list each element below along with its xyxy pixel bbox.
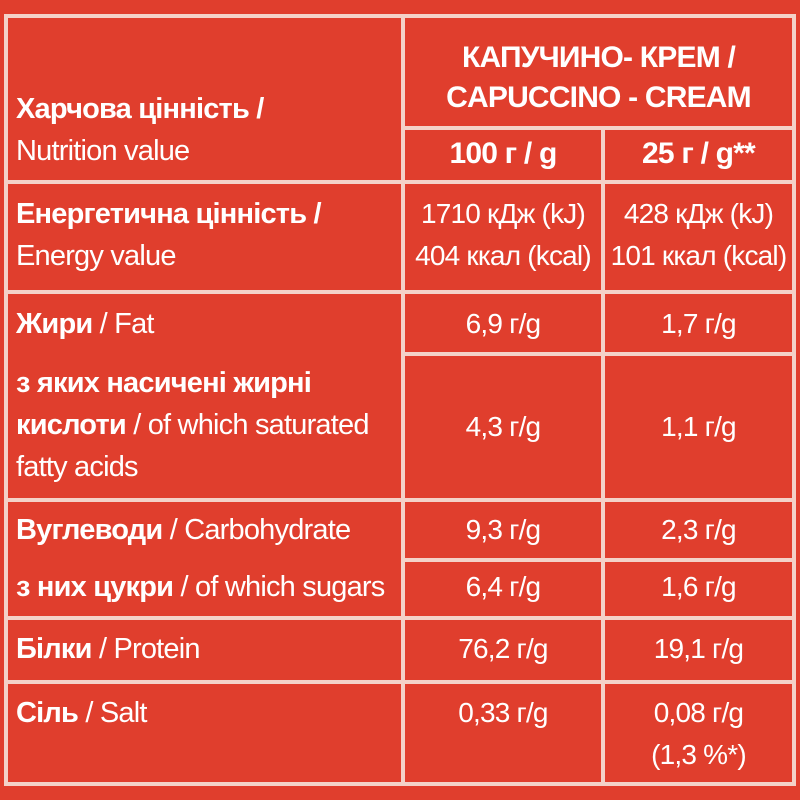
fat-label: Жири / Fat <box>16 308 154 340</box>
border-protein-bottom <box>4 680 796 684</box>
border-carbs-bottom <box>404 558 796 562</box>
border-energy-bottom <box>4 290 796 294</box>
sugars-label: з них цукри / of which sugars <box>16 571 385 603</box>
salt-100g: 0,33 г/g <box>458 697 548 728</box>
energy-25g: 428 кДж (kJ) 101 ккал (kcal) <box>610 198 788 271</box>
sugars-25g: 1,6 г/g <box>661 571 736 602</box>
energy-label: Енергетична цінність / Energy value <box>16 198 322 272</box>
border-fat-bottom <box>404 352 796 356</box>
border-value-split <box>601 126 605 786</box>
product-name-en: CAPUCCINO - CREAM <box>446 81 752 114</box>
carbohydrate-100g: 9,3 г/g <box>465 514 541 545</box>
fat-100g: 6,9 г/g <box>465 308 541 339</box>
product-name-uk: КАПУЧИНО- КРЕМ / <box>462 41 736 74</box>
border-header-bottom <box>4 180 796 184</box>
border-sugars-bottom <box>4 616 796 620</box>
fat-25g: 1,7 г/g <box>661 308 736 339</box>
salt-25g: 0,08 г/g (1,3 %*) <box>651 697 747 770</box>
protein-25g: 19,1 г/g <box>653 633 744 664</box>
border-left <box>4 14 8 786</box>
border-right <box>792 14 796 786</box>
product-name: КАПУЧИНО- КРЕМ / CAPUCCINO - CREAM <box>405 38 792 118</box>
border-top <box>4 14 796 18</box>
column-header-25g: 25 г / g** <box>642 137 756 170</box>
border-header-split <box>404 126 796 130</box>
carbohydrate-25g: 2,3 г/g <box>661 514 736 545</box>
nutrition-value-heading: Харчова цінність / Nutrition value <box>16 88 264 172</box>
saturated-label: з яких насичені жирні кислоти / of which… <box>16 367 369 483</box>
carbohydrate-label: Вуглеводи / Carbohydrate <box>16 514 351 546</box>
column-header-100g: 100 г / g <box>449 137 557 170</box>
border-saturated-bottom <box>4 498 796 502</box>
protein-100g: 76,2 г/g <box>458 633 548 664</box>
energy-100g: 1710 кДж (kJ) 404 ккал (kcal) <box>415 198 592 271</box>
nutrition-value-uk: Харчова цінність / <box>16 93 264 125</box>
saturated-100g: 4,3 г/g <box>465 411 541 442</box>
border-col-split <box>401 14 405 786</box>
sugars-100g: 6,4 г/g <box>465 571 541 602</box>
border-bottom <box>4 782 796 786</box>
protein-label: Білки / Protein <box>16 633 201 665</box>
saturated-25g: 1,1 г/g <box>661 411 736 442</box>
nutrition-value-en: Nutrition value <box>16 135 190 167</box>
salt-label: Сіль / Salt <box>16 697 147 729</box>
